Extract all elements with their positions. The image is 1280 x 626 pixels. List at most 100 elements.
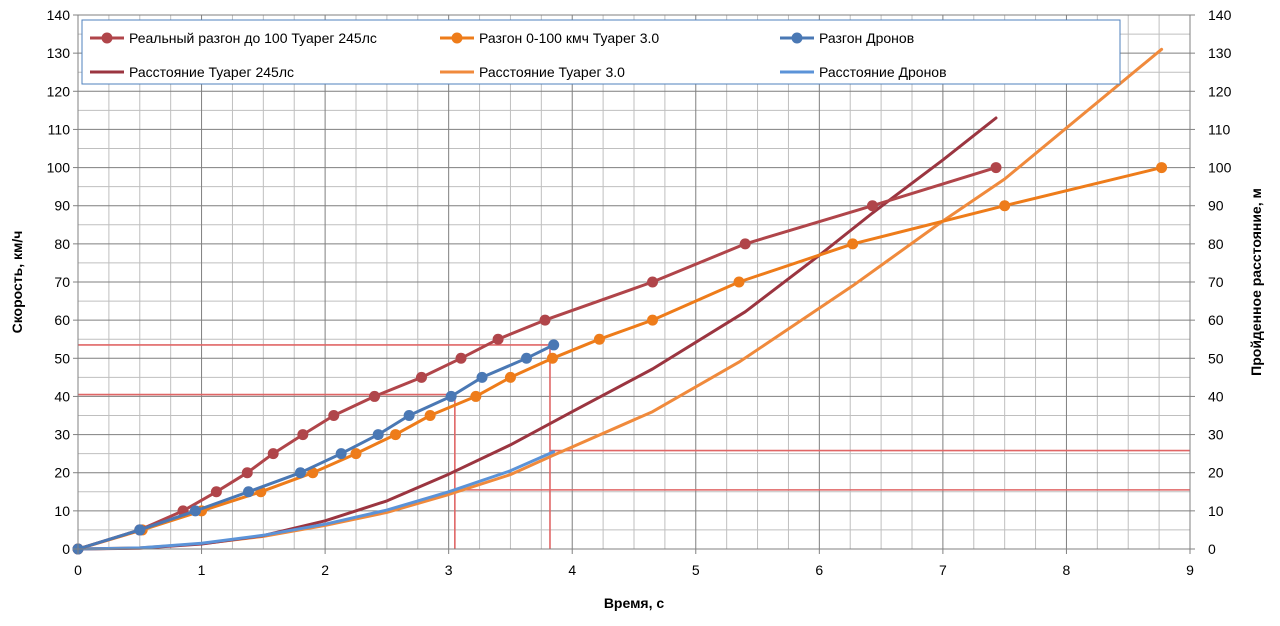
y-tick-label: 50 bbox=[54, 350, 70, 366]
data-point-series-1 bbox=[241, 467, 253, 479]
legend-label: Расстояние Дронов bbox=[819, 64, 947, 80]
data-point-series-2 bbox=[546, 352, 558, 364]
y2-tick-label: 90 bbox=[1208, 198, 1224, 214]
reference-lines bbox=[78, 344, 1190, 549]
x-tick-label: 8 bbox=[1063, 562, 1071, 578]
legend-label: Разгон 0-100 кмч Туарег 3.0 bbox=[479, 30, 659, 46]
y2-tick-label: 50 bbox=[1208, 350, 1224, 366]
data-point-series-1 bbox=[539, 314, 551, 326]
y-tick-label: 20 bbox=[54, 465, 70, 481]
y2-tick-label: 40 bbox=[1208, 388, 1224, 404]
y2-tick-label: 80 bbox=[1208, 236, 1224, 252]
axes: 0102030405060708090100110120130140010203… bbox=[47, 7, 1232, 578]
data-point-series-2 bbox=[647, 314, 659, 326]
data-point-series-2 bbox=[307, 467, 319, 479]
data-point-series-1 bbox=[415, 371, 427, 383]
legend-swatch-marker bbox=[101, 32, 113, 44]
legend: Реальный разгон до 100 Туарег 245лс Разго… bbox=[81, 19, 1121, 85]
data-point-series-3 bbox=[521, 352, 533, 364]
data-point-series-1 bbox=[297, 429, 309, 441]
data-point-series-1 bbox=[210, 486, 222, 498]
data-point-series-3 bbox=[335, 448, 347, 460]
y-tick-label: 70 bbox=[54, 274, 70, 290]
legend-label: Разгон Дронов bbox=[819, 30, 914, 46]
y2-tick-label: 130 bbox=[1208, 45, 1232, 61]
y-tick-label: 30 bbox=[54, 427, 70, 443]
y-axis-title: Скорость, км/ч bbox=[9, 231, 25, 334]
data-point-series-3 bbox=[134, 524, 146, 536]
data-point-series-1 bbox=[647, 276, 659, 288]
y-tick-label: 90 bbox=[54, 198, 70, 214]
data-point-series-2 bbox=[350, 448, 362, 460]
data-point-series-3 bbox=[445, 390, 457, 402]
y-tick-label: 0 bbox=[62, 541, 70, 557]
legend-label: Расстояние Туарег 245лс bbox=[129, 64, 294, 80]
data-point-series-3 bbox=[403, 410, 415, 421]
data-point-series-2 bbox=[470, 390, 482, 402]
y-tick-label: 80 bbox=[54, 236, 70, 252]
data-point-series-2 bbox=[390, 429, 402, 441]
y2-tick-label: 70 bbox=[1208, 274, 1224, 290]
data-point-series-1 bbox=[990, 162, 1002, 174]
data-point-series-3 bbox=[476, 371, 488, 383]
grid bbox=[78, 14, 1190, 549]
y-tick-label: 110 bbox=[48, 121, 71, 137]
y2-axis-title: Пройденное расстояние, м bbox=[1248, 188, 1264, 376]
x-tick-label: 1 bbox=[198, 562, 206, 578]
data-point-series-1 bbox=[492, 333, 504, 345]
y-tick-label: 120 bbox=[47, 83, 71, 99]
y2-tick-label: 60 bbox=[1208, 312, 1224, 328]
data-point-series-1 bbox=[739, 238, 751, 250]
x-tick-label: 0 bbox=[74, 562, 82, 578]
x-tick-label: 2 bbox=[321, 562, 329, 578]
x-axis-title: Время, с bbox=[604, 595, 665, 611]
data-point-series-2 bbox=[504, 371, 516, 383]
y-tick-label: 100 bbox=[47, 160, 71, 176]
x-tick-label: 7 bbox=[939, 562, 947, 578]
data-point-series-3 bbox=[372, 429, 384, 441]
data-point-series-2 bbox=[1156, 162, 1168, 174]
data-point-series-1 bbox=[267, 448, 279, 460]
legend-box bbox=[81, 19, 1121, 85]
data-point-series-1 bbox=[369, 390, 381, 402]
data-point-series-2 bbox=[593, 333, 605, 345]
data-point-series-2 bbox=[999, 200, 1011, 212]
y-tick-label: 40 bbox=[54, 388, 70, 404]
y-tick-label: 60 bbox=[54, 312, 70, 328]
data-point-series-2 bbox=[733, 276, 745, 288]
x-tick-label: 5 bbox=[692, 562, 700, 578]
data-point-series-1 bbox=[866, 200, 878, 212]
y2-tick-label: 10 bbox=[1208, 503, 1224, 519]
y2-tick-label: 110 bbox=[1208, 121, 1231, 137]
x-tick-label: 9 bbox=[1186, 562, 1194, 578]
data-point-series-1 bbox=[455, 352, 467, 364]
data-point-series-2 bbox=[424, 410, 436, 421]
series-line-6 bbox=[76, 450, 556, 551]
legend-label: Расстояние Туарег 3.0 bbox=[479, 64, 625, 80]
y2-tick-label: 30 bbox=[1208, 427, 1224, 443]
series-line-3 bbox=[76, 343, 556, 551]
y-tick-label: 10 bbox=[54, 503, 70, 519]
y2-tick-label: 120 bbox=[1208, 83, 1232, 99]
y2-tick-label: 20 bbox=[1208, 465, 1224, 481]
data-point-series-3 bbox=[243, 486, 255, 498]
x-tick-label: 6 bbox=[815, 562, 823, 578]
y2-tick-label: 0 bbox=[1208, 541, 1216, 557]
data-point-series-2 bbox=[847, 238, 859, 250]
data-point-series-3 bbox=[189, 505, 201, 517]
y-tick-label: 140 bbox=[47, 7, 71, 23]
data-point-series-1 bbox=[328, 410, 340, 421]
data-point-series-3 bbox=[294, 467, 306, 479]
legend-label: Реальный разгон до 100 Туарег 245лс bbox=[129, 30, 377, 46]
x-tick-label: 3 bbox=[445, 562, 453, 578]
legend-swatch-marker bbox=[791, 32, 803, 44]
legend-swatch-marker bbox=[451, 32, 463, 44]
y2-tick-label: 140 bbox=[1208, 7, 1232, 23]
y2-tick-label: 100 bbox=[1208, 160, 1232, 176]
x-tick-label: 4 bbox=[568, 562, 576, 578]
series bbox=[72, 47, 1168, 555]
data-point-series-3 bbox=[548, 339, 560, 351]
y-tick-label: 130 bbox=[47, 45, 71, 61]
